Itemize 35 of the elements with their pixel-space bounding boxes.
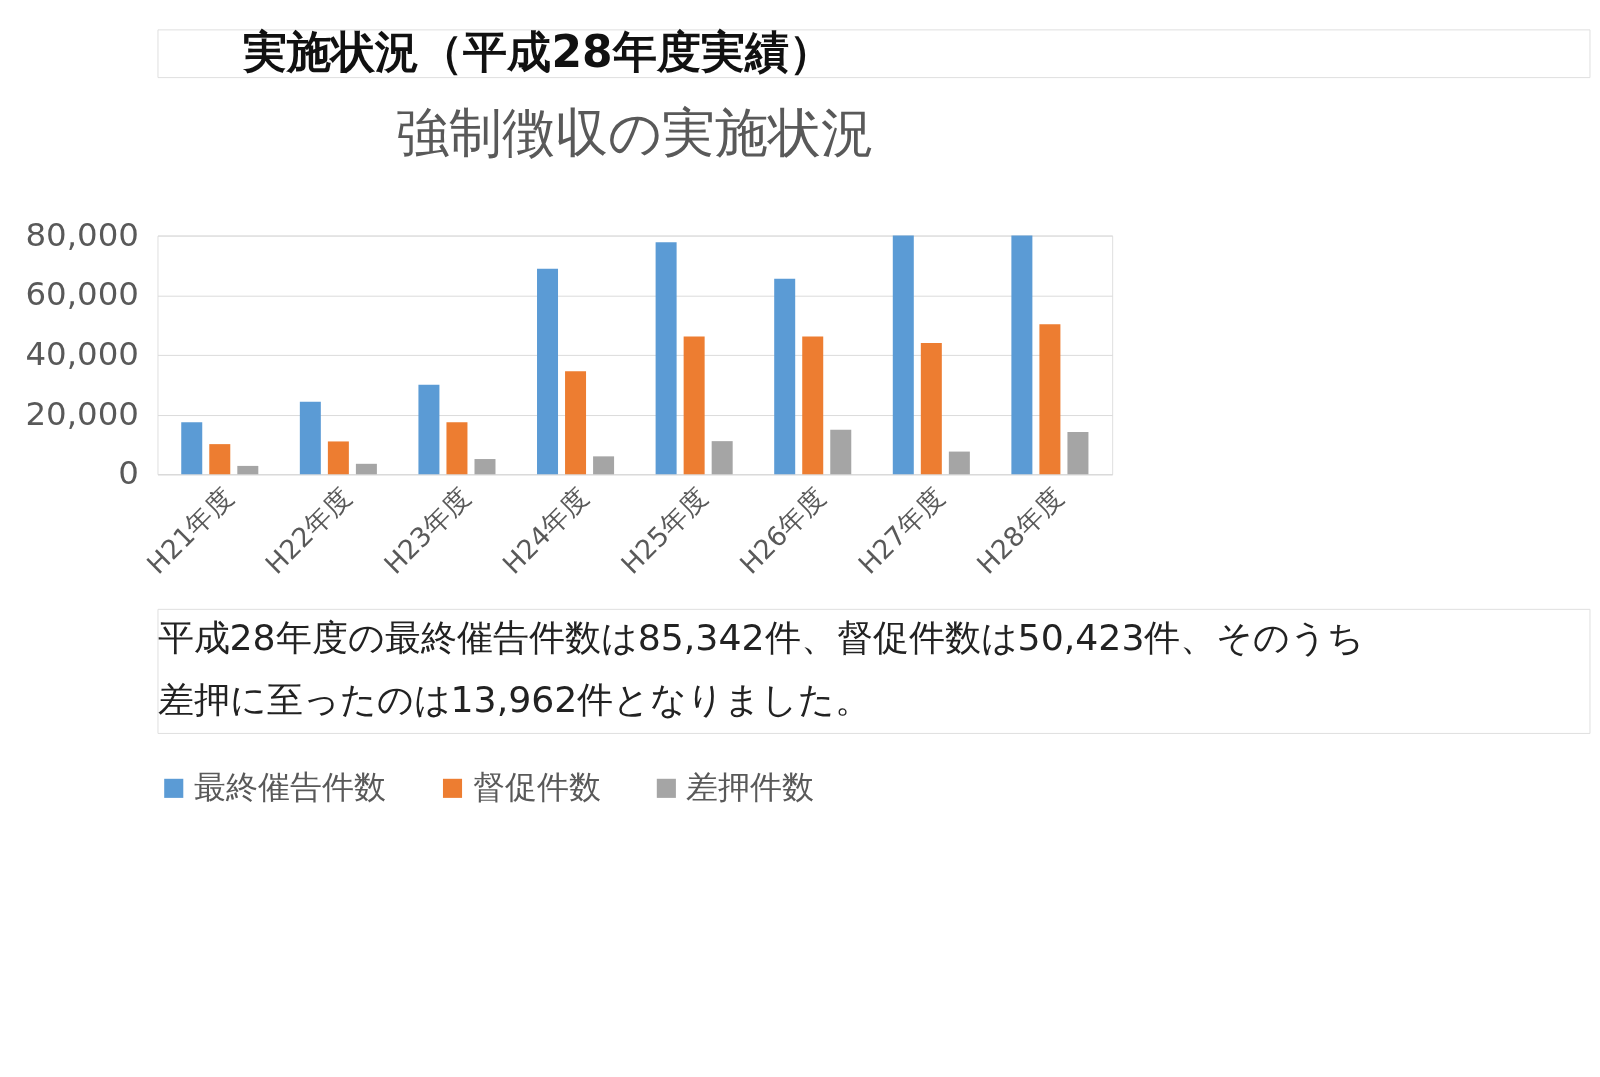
bar bbox=[299, 401, 321, 475]
bar bbox=[802, 336, 824, 475]
y-tick-label: 60,000 bbox=[25, 275, 139, 314]
bar bbox=[418, 384, 440, 475]
y-tick-label: 80,000 bbox=[25, 215, 139, 254]
bar bbox=[209, 444, 231, 475]
bar bbox=[327, 441, 349, 475]
bar bbox=[474, 459, 496, 475]
y-tick-label: 40,000 bbox=[25, 334, 139, 373]
bar bbox=[593, 456, 615, 475]
bar bbox=[683, 336, 705, 475]
bar bbox=[920, 342, 942, 475]
bar bbox=[948, 451, 970, 475]
chart-title: 実施状況（平成28年度実績） bbox=[242, 25, 833, 77]
bar bbox=[355, 463, 377, 475]
bar bbox=[892, 235, 914, 475]
bar bbox=[1067, 431, 1089, 475]
legend-label: 最終催告件数 bbox=[193, 767, 386, 806]
bar bbox=[711, 441, 733, 475]
bar bbox=[565, 371, 587, 475]
bar bbox=[1011, 235, 1033, 475]
y-tick-label: 20,000 bbox=[25, 394, 139, 433]
y-tick-label: 0 bbox=[118, 454, 139, 493]
legend-label: 差押件数 bbox=[686, 767, 815, 806]
bar bbox=[237, 465, 259, 475]
bar bbox=[1039, 324, 1061, 475]
bar bbox=[181, 422, 203, 475]
chart-subtitle: 強制徴収の実施状況 bbox=[395, 100, 874, 164]
text: 平成28年度の最終催告件数は85,342件、督促件数は50,423件、そのうち差押に至ったのは13,962件となりました。 bbox=[157, 616, 1365, 722]
bar bbox=[446, 422, 468, 475]
bar bbox=[774, 278, 796, 475]
bar bbox=[537, 268, 559, 475]
bar bbox=[830, 429, 852, 475]
legend-label: 督促件数 bbox=[472, 767, 601, 806]
bar bbox=[655, 242, 677, 475]
